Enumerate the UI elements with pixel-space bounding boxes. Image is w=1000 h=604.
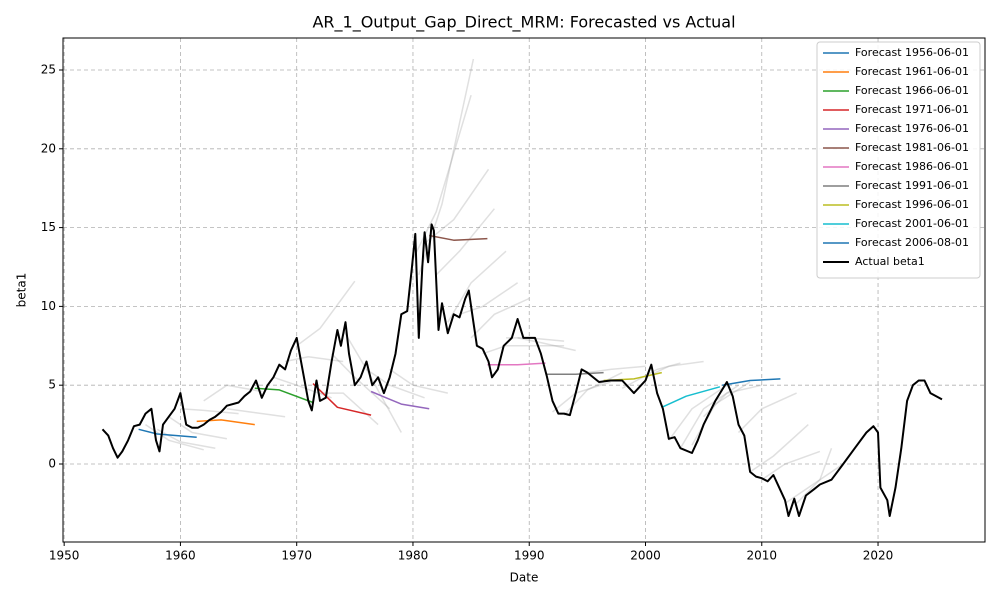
chart-title: AR_1_Output_Gap_Direct_MRM: Forecasted v… [312,13,735,33]
gray-forecast [389,368,448,394]
gray-forecast [447,250,507,323]
y-tick-label: 20 [41,141,56,155]
gray-forecast [168,416,228,440]
gray-forecast [587,365,646,374]
gray-forecast [226,408,286,418]
gray-forecast [203,384,262,402]
gray-forecast [749,424,809,473]
legend-box [816,41,981,279]
legend-label: Forecast 2001-06-01 [855,217,969,230]
series-line [312,383,372,416]
legend-label: Forecast 2006-08-01 [855,236,969,249]
legend-label: Forecast 1971-06-01 [855,103,969,116]
y-tick-label: 5 [48,378,56,392]
gray-forecast [296,280,356,347]
y-tick-label: 25 [41,62,56,76]
gray-forecast [784,463,844,505]
gray-forecast [273,376,332,399]
y-tick-label: 10 [41,299,56,313]
gray-forecast [679,384,739,449]
x-tick-label: 1980 [398,549,429,563]
x-tick-label: 2020 [863,549,894,563]
legend-label: Forecast 1961-06-01 [855,65,969,78]
plot-frame [62,37,986,543]
legend-label: Forecast 1966-06-01 [855,84,969,97]
gray-forecast [621,362,681,389]
y-axis-label: beta1 [15,273,29,308]
gray-forecast [668,384,728,441]
gray-forecast [737,392,797,434]
gray-forecast [180,408,239,415]
legend-label: Forecast 1986-06-01 [855,160,969,173]
x-tick-label: 2000 [630,549,661,563]
series-line [370,390,430,410]
gray-forecast [470,297,530,339]
gray-forecast [145,423,204,451]
x-tick-label: 1950 [49,549,80,563]
x-axis-label: Date [510,571,539,585]
x-tick-label: 1970 [281,549,312,563]
gray-forecast [342,329,402,433]
legend: Forecast 1956-06-01 Forecast 1961-06-01 Fo… [816,41,981,279]
gray-forecast [459,282,519,316]
series-line [487,362,546,366]
series-line [545,371,604,375]
legend-label: Forecast 1981-06-01 [855,141,969,154]
legend-label: Forecast 1976-06-01 [855,122,969,135]
legend-label: Actual beta1 [855,255,925,268]
series-line [254,387,314,404]
legend-label: Forecast 1991-06-01 [855,179,969,192]
gray-forecast [156,428,216,449]
gray-forecast [796,447,833,504]
series-line [661,386,721,408]
legend-label: Forecast 1996-06-01 [855,198,969,211]
gray-forecast [482,345,565,355]
gray-forecast [517,337,576,352]
legend-label: Forecast 1956-06-01 [855,46,969,59]
x-tick-label: 1960 [165,549,196,563]
gray-forecast [691,381,751,446]
series-line [429,234,488,241]
gray-forecast [761,450,821,481]
gray-forecast [366,368,425,399]
series-line [138,428,197,438]
series-line [722,378,781,386]
y-tick-label: 0 [48,456,56,470]
series-line [196,419,255,426]
gray-forecast [412,94,472,260]
plot-area [101,58,943,517]
gray-forecast [435,208,495,276]
y-tick-label: 15 [41,220,56,234]
x-tick-label: 1990 [514,549,545,563]
series-line [101,223,943,517]
gray-forecast [331,353,391,410]
x-tick-label: 2010 [746,549,777,563]
